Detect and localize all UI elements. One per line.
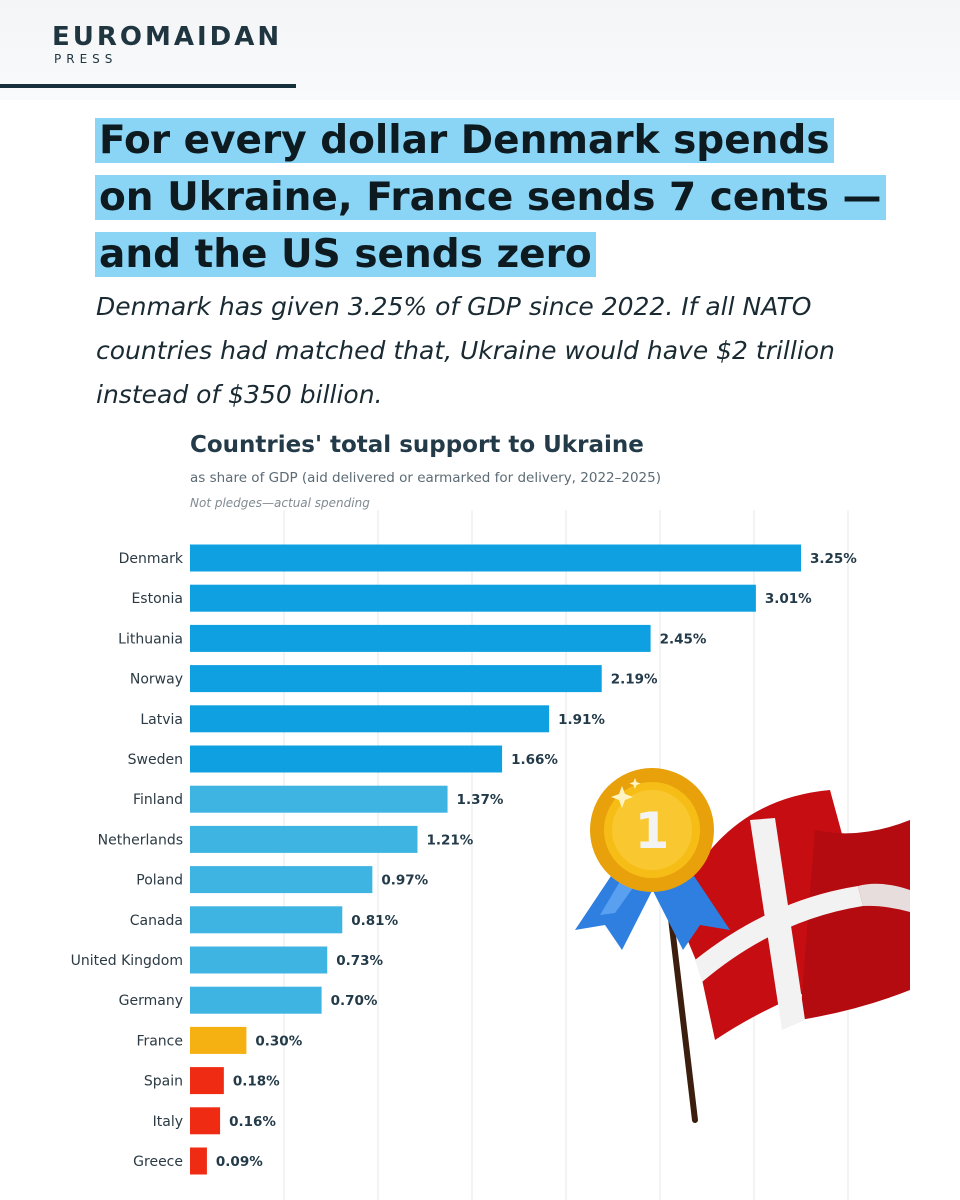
category-label: Estonia bbox=[131, 591, 183, 607]
chart-subtitle: as share of GDP (aid delivered or earmar… bbox=[190, 470, 661, 486]
bar bbox=[190, 544, 801, 572]
bar bbox=[190, 584, 756, 612]
data-label: 0.09% bbox=[216, 1154, 263, 1170]
category-label: Germany bbox=[119, 993, 183, 1009]
ribbon-icon bbox=[575, 870, 730, 950]
chart-note: Not pledges—actual spending bbox=[190, 496, 370, 510]
category-label: United Kingdom bbox=[71, 953, 183, 969]
data-label: 0.16% bbox=[229, 1114, 276, 1130]
category-label: Finland bbox=[133, 792, 183, 808]
data-label: 0.97% bbox=[381, 873, 428, 889]
data-label: 0.18% bbox=[233, 1074, 280, 1090]
data-label: 2.19% bbox=[611, 672, 658, 688]
category-label: Norway bbox=[130, 672, 183, 688]
first-place-medal-icon: 1 bbox=[590, 768, 714, 892]
bar bbox=[190, 745, 503, 773]
data-label: 1.37% bbox=[457, 792, 504, 808]
data-label: 1.66% bbox=[511, 752, 558, 768]
category-label: France bbox=[136, 1033, 183, 1049]
category-label: Denmark bbox=[119, 551, 184, 567]
bar bbox=[190, 1147, 207, 1175]
category-label: Italy bbox=[153, 1114, 183, 1130]
brand-sub: PRESS bbox=[54, 52, 118, 66]
bar bbox=[190, 665, 602, 693]
data-label: 3.01% bbox=[765, 591, 812, 607]
headline: For every dollar Denmark spends on Ukrai… bbox=[95, 112, 895, 283]
category-label: Sweden bbox=[128, 752, 183, 768]
header-rule bbox=[0, 84, 296, 88]
denmark-medal-illustration: 1 bbox=[575, 768, 910, 1123]
bar bbox=[190, 825, 418, 853]
category-label: Greece bbox=[133, 1154, 183, 1170]
category-label: Lithuania bbox=[118, 631, 183, 647]
header-band bbox=[0, 0, 960, 100]
bar bbox=[190, 624, 651, 652]
bar-chart: Denmark 3.25% Estonia 3.01% Lithuania 2.45% No… bbox=[71, 510, 857, 1200]
bar bbox=[190, 986, 322, 1014]
data-label: 0.81% bbox=[351, 913, 398, 929]
data-label: 0.70% bbox=[331, 993, 378, 1009]
data-label: 0.73% bbox=[336, 953, 383, 969]
flag-pole-icon bbox=[667, 907, 698, 1123]
category-label: Spain bbox=[144, 1074, 183, 1090]
category-label: Poland bbox=[136, 873, 183, 889]
brand-logo[interactable]: EUROMAIDAN PRESS bbox=[52, 22, 282, 66]
category-label: Canada bbox=[130, 913, 183, 929]
medal-number: 1 bbox=[635, 802, 670, 860]
brand-name: EUROMAIDAN bbox=[52, 22, 283, 52]
bar bbox=[190, 906, 343, 934]
headline-text: For every dollar Denmark spends on Ukrai… bbox=[95, 118, 886, 277]
bar bbox=[190, 705, 550, 733]
subhead: Denmark has given 3.25% of GDP since 202… bbox=[96, 292, 835, 409]
data-label: 1.91% bbox=[558, 712, 605, 728]
bar bbox=[190, 946, 328, 974]
bar bbox=[190, 785, 448, 813]
bar bbox=[190, 1067, 224, 1095]
chart-title: Countries' total support to Ukraine bbox=[190, 432, 644, 458]
category-label: Latvia bbox=[140, 712, 183, 728]
bar bbox=[190, 1107, 221, 1135]
bar bbox=[190, 866, 373, 894]
bar bbox=[190, 1026, 247, 1054]
category-label: Netherlands bbox=[98, 832, 183, 848]
data-label: 0.30% bbox=[255, 1033, 302, 1049]
data-label: 2.45% bbox=[660, 631, 707, 647]
data-label: 1.21% bbox=[426, 832, 473, 848]
data-label: 3.25% bbox=[810, 551, 857, 567]
